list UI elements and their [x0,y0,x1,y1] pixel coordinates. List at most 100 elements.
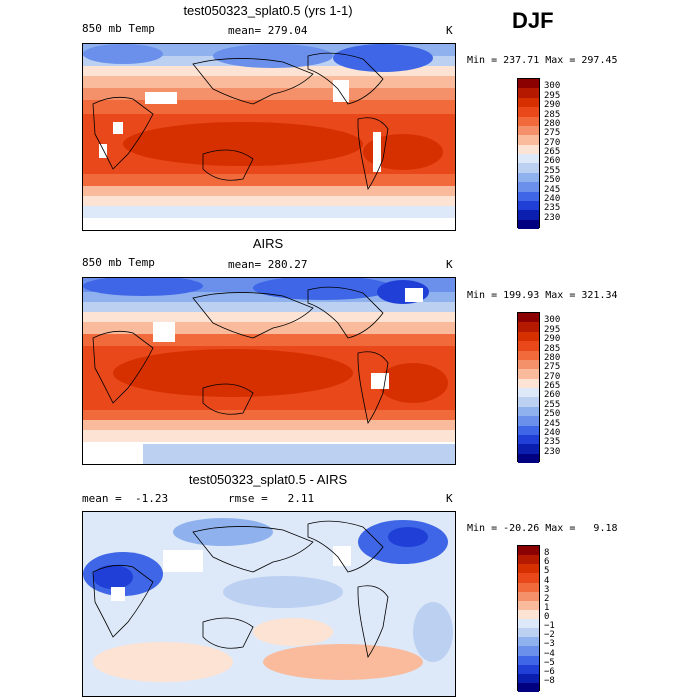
colorbar-swatch [518,619,539,629]
panel-1-colorbar: 300 295 290 285 280 275 270 265 260 255 250 245 240 2… [517,78,597,229]
colorbar-tick-label: 5 [544,566,550,577]
colorbar-swatch [518,341,539,351]
colorbar-scale [517,312,540,463]
colorbar-tick-label: 285 [544,343,561,354]
colorbar-swatch [518,682,539,692]
colorbar-swatch [518,322,539,332]
panel-3-mean: mean = -1.23 [82,492,169,505]
colorbar-tick-label: 235 [544,203,561,214]
colorbar-swatch [518,609,539,619]
colorbar-swatch [518,144,539,154]
colorbar-tick-label: 285 [544,109,561,120]
panel-3-rmse: rmse = 2.11 [228,492,315,505]
colorbar-swatch [518,434,539,445]
colorbar-swatch [518,582,539,592]
colorbar-swatch [518,331,539,342]
colorbar-swatch [518,564,539,574]
panel-2-mean: mean= 280.27 [228,258,308,271]
colorbar-swatch [518,125,539,136]
colorbar-swatch [518,546,539,556]
colorbar-swatch [518,116,539,126]
panel-2-units: K [446,258,453,271]
colorbar-tick-label: 245 [544,418,561,429]
colorbar-swatch [518,646,539,656]
colorbar-tick-label: 230 [544,212,561,223]
colorbar-swatch [518,313,539,323]
colorbar-tick-label: 250 [544,409,561,420]
season-label: DJF [512,8,554,33]
colorbar-swatch [518,388,539,398]
panel-1-minmax: Min = 237.71 Max = 297.45 [467,55,618,66]
colorbar-swatch [518,97,539,108]
colorbar-tick-label: 265 [544,381,561,391]
colorbar-swatch [518,397,539,407]
colorbar-tick-label: 1 [544,602,550,613]
colorbar-tick-label: 250 [544,175,561,186]
colorbar-swatch [518,172,539,183]
colorbar-swatch [518,573,539,583]
panel-2-minmax: Min = 199.93 Max = 321.34 [467,290,618,301]
panel-1-mean: mean= 279.04 [228,24,308,37]
colorbar-swatch [518,416,539,426]
colorbar-tick-label: 300 [544,315,561,326]
colorbar-tick-label: −4 [544,648,555,659]
colorbar-swatch [518,453,539,463]
colorbar-swatch [518,359,539,370]
colorbar-tick-label: 295 [544,90,561,101]
colorbar-tick-label: 0 [544,612,550,622]
colorbar-swatch [518,378,539,388]
colorbar-tick-label: −6 [544,666,555,677]
panel-2-map [82,277,456,465]
colorbar-tick-label: −5 [544,657,555,668]
colorbar-swatch [518,628,539,638]
panel-1-title: test050323_splat0.5 (yrs 1-1) [183,3,353,18]
colorbar-tick-label: 270 [544,137,561,148]
panel-3-colorbar: 8 6 5 4 3 2 1 0 −1 −2 −3 −4 −5 −6 −8 [517,545,597,692]
colorbar-swatch [518,182,539,192]
colorbar-swatch [518,200,539,211]
panel-3-minmax: Min = -20.26 Max = 9.18 [467,523,618,534]
colorbar-swatch [518,591,539,601]
colorbar-tick-label: 290 [544,100,561,111]
colorbar-tick-label: 240 [544,193,561,204]
colorbar-swatch [518,350,539,360]
colorbar-tick-label: 280 [544,118,561,129]
colorbar-swatch [518,444,539,454]
colorbar-tick-label: 230 [544,446,561,457]
colorbar-swatch [518,637,539,647]
colorbar-tick-label: 4 [544,575,550,586]
panel-2-title: AIRS [252,236,284,251]
colorbar-swatch [518,673,539,683]
colorbar-tick-label: 280 [544,352,561,363]
colorbar-tick-label: 235 [544,437,561,448]
colorbar-swatch [518,406,539,417]
colorbar-tick-label: 255 [544,399,561,410]
colorbar-swatch [518,219,539,229]
panel-2-colorbar: 300 295 290 285 280 275 270 265 260 255 250 245 240 2… [517,312,597,463]
colorbar-swatch [518,369,539,379]
colorbar-swatch [518,600,539,610]
colorbar-swatch [518,655,539,665]
colorbar-swatch [518,425,539,435]
colorbar-tick-label: 295 [544,324,561,335]
colorbar-swatch [518,664,539,674]
colorbar-tick-label: 255 [544,165,561,176]
panel-3-title: test050323_splat0.5 - AIRS [188,472,348,487]
panel-3-units: K [446,492,453,505]
colorbar-tick-label: 265 [544,147,561,157]
colorbar-tick-label: 260 [544,156,561,167]
colorbar-tick-label: 270 [544,371,561,382]
colorbar-tick-label: 240 [544,427,561,438]
colorbar-scale [517,545,540,692]
colorbar-swatch [518,79,539,89]
colorbar-tick-label: −2 [544,630,555,641]
colorbar-tick-label: 2 [544,593,550,604]
colorbar-swatch [518,191,539,201]
colorbar-swatch [518,154,539,164]
colorbar-swatch [518,210,539,220]
colorbar-tick-label: 8 [544,548,550,559]
colorbar-tick-label: 300 [544,81,561,92]
panel-1-map [82,43,456,231]
colorbar-tick-label: 3 [544,584,550,595]
panel-3-map [82,511,456,697]
